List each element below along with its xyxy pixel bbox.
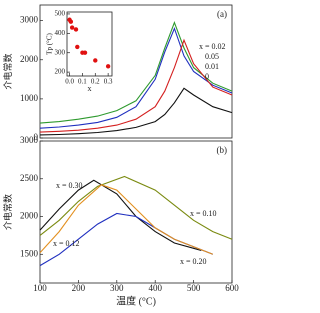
- point: [93, 58, 98, 63]
- point: [75, 44, 80, 50]
- y-tick-label: 3000: [20, 15, 39, 25]
- y-tick-label: 300: [55, 48, 66, 56]
- series-line: [39, 87, 233, 136]
- series-label: 0.05: [205, 52, 219, 61]
- point: [73, 27, 79, 32]
- y-tick-label: 500: [55, 10, 66, 18]
- series-line: [39, 184, 214, 255]
- axes-frame: [39, 4, 233, 139]
- y-axis-label: 介电常数: [2, 53, 13, 89]
- y-axis-label: 介电常数: [2, 194, 13, 230]
- x-tick-label: 500: [187, 283, 201, 293]
- y-tick-label: 0: [34, 132, 39, 142]
- series-line: [39, 26, 233, 129]
- series-line: [39, 179, 202, 252]
- x-tick-label: 200: [72, 283, 86, 293]
- y-axis-label: Tp (°C): [46, 33, 54, 55]
- series-label: x = 0.02: [199, 42, 226, 51]
- y-tick-label: 3000: [20, 135, 39, 145]
- series-label: x = 0.10: [190, 209, 217, 218]
- point: [68, 19, 74, 24]
- x-tick-label: 0.3: [104, 78, 113, 86]
- x-axis-label: 温度 (°C): [116, 294, 156, 307]
- x-tick-label: 600: [225, 283, 239, 293]
- x-tick-label: 100: [33, 283, 47, 293]
- series-label: 0: [205, 72, 209, 81]
- x-tick-label: 400: [148, 283, 162, 293]
- series-label: x = 0.12: [53, 239, 80, 248]
- y-tick-label: 2000: [20, 54, 39, 64]
- axes-frame: [66, 11, 113, 77]
- y-tick-label: 200: [55, 68, 66, 76]
- x-tick-label: 0.2: [91, 78, 100, 86]
- series-line: [39, 21, 233, 124]
- series-label: x = 0.20: [180, 257, 207, 266]
- y-tick-label: 2500: [20, 173, 39, 183]
- x-tick-label: 300: [110, 283, 124, 293]
- y-tick-label: 2000: [20, 211, 39, 221]
- inset-background: [67, 12, 112, 76]
- point: [105, 64, 111, 69]
- series-line: [39, 38, 233, 133]
- x-tick-label: 0.1: [78, 78, 87, 86]
- series-label: x = 0.30: [56, 181, 83, 190]
- series-label: 0.01: [205, 62, 219, 71]
- series-line: [39, 175, 233, 240]
- y-tick-label: 1000: [20, 93, 39, 103]
- point: [82, 50, 88, 55]
- axes-frame: [39, 140, 233, 284]
- x-axis-label: x: [88, 84, 92, 93]
- point: [69, 25, 75, 30]
- y-tick-label: 1500: [20, 248, 39, 258]
- x-tick-label: 0.0: [65, 78, 74, 86]
- y-tick-label: 400: [55, 29, 66, 37]
- panel-label: (b): [217, 145, 228, 155]
- panel-label: (a): [217, 9, 227, 19]
